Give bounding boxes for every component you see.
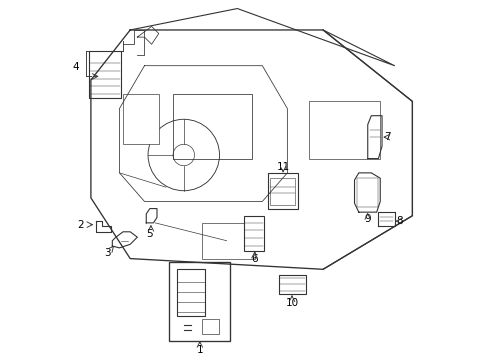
Bar: [169, 262, 230, 341]
Text: 5: 5: [146, 229, 153, 239]
Bar: [270, 178, 294, 205]
Bar: [308, 102, 380, 158]
Bar: [244, 216, 264, 251]
Text: 9: 9: [364, 214, 370, 224]
Bar: [201, 223, 255, 258]
Text: 7: 7: [383, 132, 390, 142]
Bar: [173, 94, 251, 158]
Text: 2: 2: [78, 220, 84, 230]
Bar: [267, 173, 298, 208]
Text: 4: 4: [72, 63, 79, 72]
Bar: [89, 51, 121, 98]
Bar: [356, 178, 377, 207]
Text: 8: 8: [396, 216, 403, 226]
Bar: [278, 275, 305, 294]
Text: 11: 11: [276, 162, 289, 172]
Bar: [176, 269, 205, 316]
Text: 1: 1: [196, 345, 203, 355]
Bar: [201, 319, 219, 334]
Text: 6: 6: [251, 254, 257, 264]
Text: 10: 10: [285, 298, 298, 308]
Text: 3: 3: [103, 248, 110, 258]
Bar: [123, 94, 159, 144]
